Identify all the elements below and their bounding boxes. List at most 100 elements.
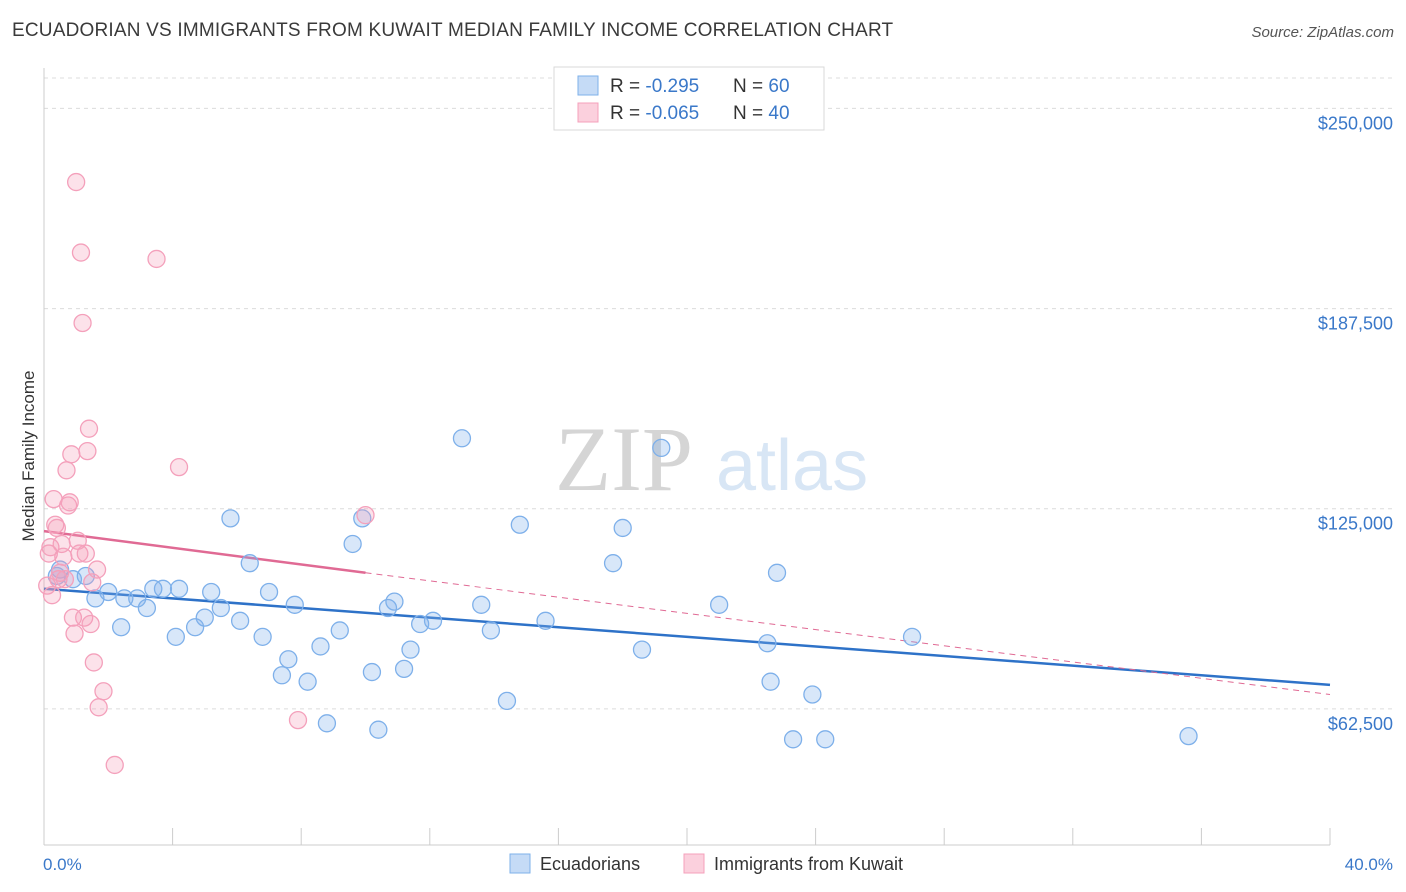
kuwait-point-3 — [42, 586, 62, 605]
kuwait-point-37 — [356, 505, 375, 525]
y-tick-label-1: $125,000 — [1318, 514, 1393, 534]
legend-bottom-label-kuwait: Immigrants from Kuwait — [714, 854, 903, 874]
kuwait-point-18 — [67, 172, 86, 192]
kuwait-point-7 — [49, 570, 68, 589]
kuwait-point-17 — [65, 624, 84, 643]
ecuadorian-point-18 — [221, 509, 240, 528]
svg-text:R = -0.065: R = -0.065 — [610, 103, 699, 124]
y-tick-label-2: $187,500 — [1318, 314, 1393, 334]
ecuadorian-point-13 — [169, 579, 189, 598]
kuwait-point-25 — [78, 441, 97, 461]
x-tick-label-min: 0.0% — [43, 855, 82, 874]
ecuadorian-point-9 — [137, 598, 157, 618]
ecuadorian-point-39 — [423, 611, 443, 630]
ecuadorian-trend-line — [43, 587, 1331, 687]
ecuadorian-point-36 — [394, 659, 414, 679]
axes — [43, 68, 1331, 846]
legend-bottom-swatch-kuwait — [683, 853, 705, 874]
ecuadorian-point-27 — [311, 637, 330, 656]
svg-text:N = 40: N = 40 — [733, 103, 790, 124]
legend-bottom-swatch-ecuadorians — [509, 853, 531, 874]
ecuadorian-point-21 — [253, 627, 272, 646]
ecuadorian-point-28 — [317, 714, 337, 733]
kuwait-point-34 — [147, 249, 166, 269]
svg-text:R = -0.295: R = -0.295 — [610, 76, 699, 97]
ecuadorian-point-14 — [185, 618, 205, 637]
ecuadorian-point-43 — [497, 691, 517, 711]
ecuadorian-point-55 — [803, 685, 822, 704]
ecuadorian-point-35 — [385, 592, 404, 611]
legend-top: R = -0.295 N = 60 R = -0.065 N = 40 — [553, 66, 825, 131]
ecuadorian-point-52 — [761, 672, 780, 691]
ecuadorian-point-33 — [369, 720, 388, 739]
kuwait-point-35 — [169, 457, 189, 477]
ecuadorian-point-26 — [298, 672, 317, 691]
ecuadorian-point-46 — [603, 554, 623, 573]
y-tick-label-0: $62,500 — [1328, 714, 1393, 734]
ecuadorian-point-45 — [536, 611, 555, 630]
ecuadorian-point-30 — [343, 534, 362, 554]
y-tick-label-3: $250,000 — [1318, 113, 1393, 133]
kuwait-point-14 — [60, 493, 79, 512]
ecuadorian-point-8 — [128, 589, 147, 608]
ecuadorian-point-51 — [758, 634, 777, 653]
ecuadorian-point-6 — [112, 618, 131, 637]
kuwait-point-24 — [76, 544, 95, 563]
ecuadorian-point-41 — [472, 595, 491, 614]
legend-swatch-kuwait — [577, 102, 599, 123]
legend-r-label-2: R = — [610, 103, 645, 124]
kuwait-point-20 — [70, 544, 89, 563]
kuwait-point-12 — [57, 461, 76, 480]
x-tick-label-max: 40.0% — [1345, 855, 1393, 874]
ecuadorian-point-47 — [613, 518, 632, 538]
ecuadorian-point-42 — [481, 621, 501, 640]
trend-lines — [43, 529, 1331, 695]
svg-text:N = 60: N = 60 — [733, 76, 790, 97]
ecuadorian-point-10 — [144, 579, 163, 598]
chart-title: ECUADORIAN VS IMMIGRANTS FROM KUWAIT MED… — [12, 20, 894, 41]
ecuadorian-point-48 — [632, 640, 652, 659]
legend-n-value-1: 60 — [768, 76, 789, 97]
ecuadorian-point-16 — [202, 582, 221, 602]
watermark-zip: ZIP — [555, 408, 693, 510]
kuwait-point-11 — [55, 570, 75, 589]
legend-bottom-label-ecuadorians: Ecuadorians — [540, 854, 640, 874]
ecuadorian-point-24 — [279, 650, 298, 669]
ecuadorian-point-20 — [240, 554, 259, 573]
ecuadorian-point-49 — [652, 438, 671, 458]
y-axis-label: Median Family Income — [19, 370, 38, 541]
ecuadorian-point-25 — [285, 595, 304, 614]
ecuadorian-point-19 — [230, 611, 250, 630]
ecuadorian-point-29 — [330, 621, 349, 640]
ecuadorian-point-44 — [510, 515, 529, 534]
ecuadorian-point-15 — [195, 608, 214, 627]
legend-r-label-1: R = — [610, 76, 645, 97]
kuwait-point-26 — [79, 419, 99, 438]
legend-r-value-1: -0.295 — [645, 76, 699, 97]
ecuadorian-point-40 — [452, 429, 472, 448]
kuwait-point-29 — [84, 653, 103, 672]
ecuadorian-point-58 — [1179, 726, 1198, 746]
ecuadorian-point-11 — [153, 579, 173, 598]
kuwait-trend-line — [43, 529, 366, 575]
ecuadorian-point-57 — [902, 627, 922, 646]
data-points — [38, 172, 1198, 775]
ecuadorian-point-7 — [115, 589, 134, 608]
ecuadorian-point-56 — [816, 730, 835, 749]
ecuadorian-point-17 — [211, 598, 230, 618]
kuwait-point-2 — [41, 538, 60, 557]
kuwait-point-22 — [73, 313, 92, 333]
kuwait-point-6 — [47, 518, 67, 538]
kuwait-point-32 — [94, 682, 113, 701]
kuwait-point-27 — [81, 614, 100, 634]
ecuadorian-point-54 — [783, 730, 803, 749]
kuwait-point-30 — [87, 560, 107, 579]
ecuadorian-point-32 — [362, 662, 382, 682]
kuwait-point-1 — [39, 544, 58, 563]
legend-n-label-1: N = — [733, 76, 768, 97]
kuwait-trend-line-extension — [365, 572, 1331, 695]
kuwait-point-31 — [89, 698, 108, 717]
legend-n-label-2: N = — [733, 103, 768, 124]
legend-bottom: Ecuadorians Immigrants from Kuwait — [509, 853, 903, 874]
